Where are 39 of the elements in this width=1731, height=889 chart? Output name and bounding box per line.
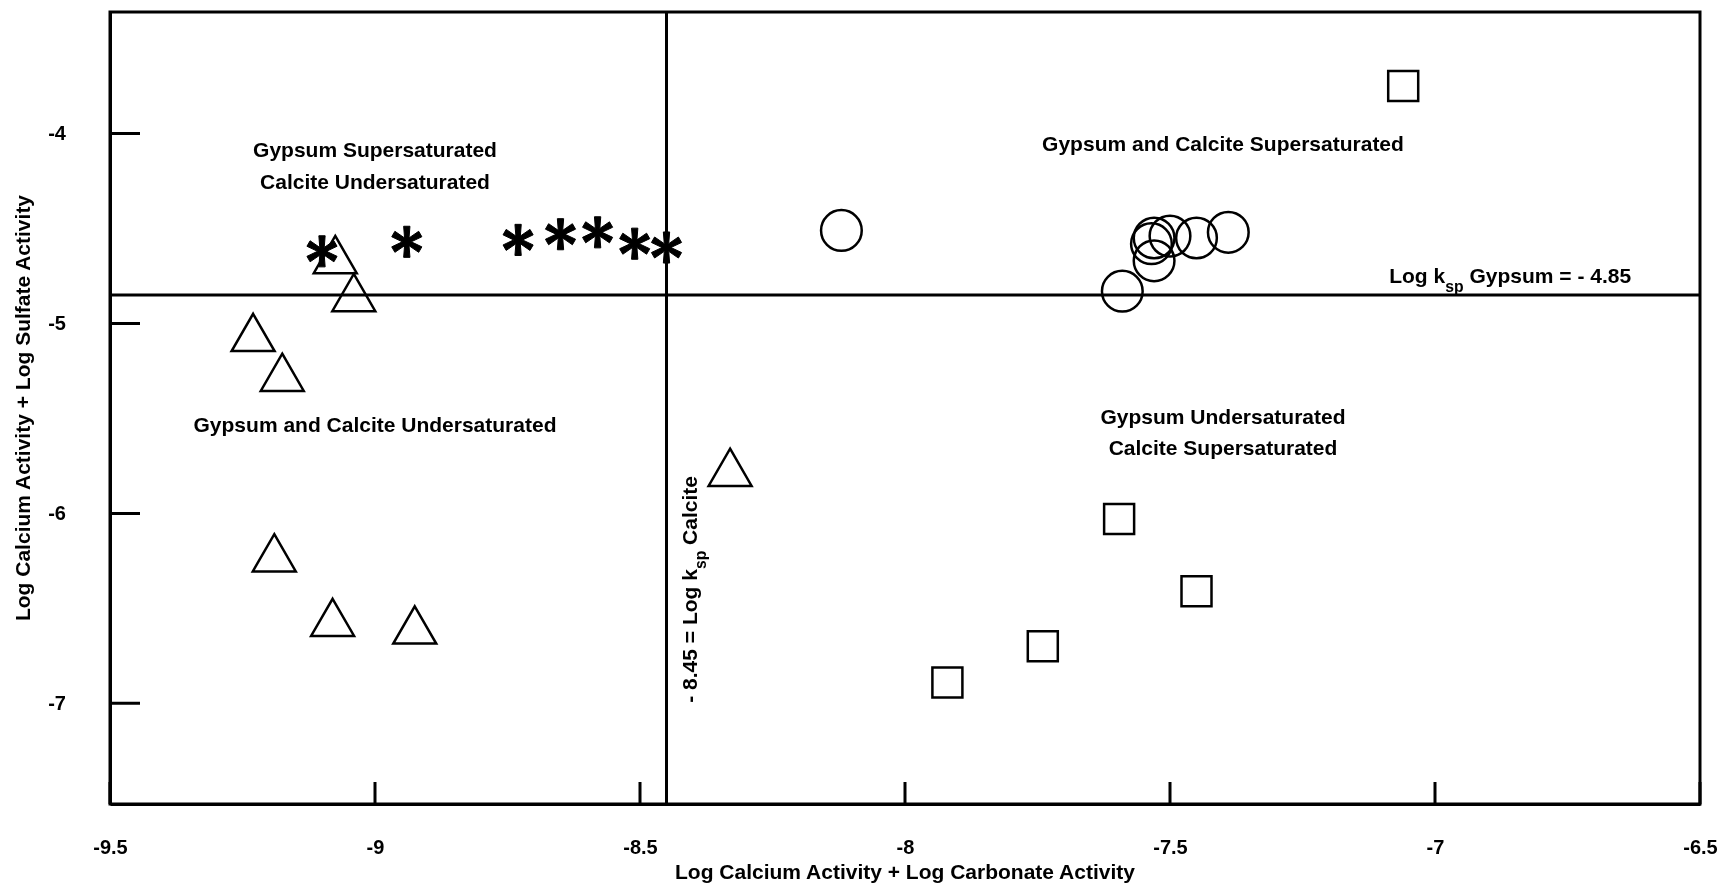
- y-axis-title: Log Calcium Activity + Log Sulfate Activity: [11, 194, 34, 622]
- point: [650, 231, 683, 264]
- point: [1386, 69, 1420, 103]
- x-tick-label: -7: [1426, 836, 1445, 859]
- point: [582, 216, 614, 249]
- x-tick-label: -8.5: [623, 836, 658, 859]
- x-tick-label: -9: [366, 836, 385, 859]
- annotation: Calcite Supersaturated: [1108, 435, 1338, 459]
- point: [1102, 502, 1136, 536]
- point: [619, 227, 651, 260]
- x-tick-label: -6.5: [1683, 836, 1718, 859]
- point: [1132, 239, 1176, 283]
- annotation: Gypsum and Calcite Supersaturated: [1042, 131, 1404, 155]
- annotation: Calcite Undersaturated: [260, 169, 490, 193]
- x-tick-label: -7.5: [1153, 836, 1188, 859]
- annotation: Gypsum and Calcite Undersaturated: [193, 412, 557, 436]
- point: [502, 223, 534, 256]
- x-axis-title: Log Calcium Activity + Log Carbonate Activity: [675, 860, 1136, 883]
- point: [1148, 214, 1192, 258]
- y-tick-label: -5: [48, 312, 66, 335]
- annotation: Gypsum Undersaturated: [1100, 404, 1346, 428]
- y-tick-label: -4: [48, 122, 67, 145]
- point: [1026, 630, 1060, 663]
- y-tick-label: -7: [48, 692, 66, 715]
- point: [1100, 269, 1144, 313]
- point: [931, 666, 964, 699]
- x-tick-label: -9.5: [93, 836, 128, 859]
- point: [1129, 222, 1174, 266]
- annotation: Gypsum Supersaturated: [253, 137, 497, 161]
- point: [1132, 216, 1176, 260]
- point: [819, 208, 863, 252]
- point: [1180, 575, 1213, 608]
- ref-line-label: Log k$_{sp}$ Gypsum = - 4.85: [1389, 263, 1632, 295]
- point: [1206, 210, 1250, 254]
- point: [391, 225, 423, 258]
- x-tick-label: -8: [896, 836, 915, 859]
- point: [544, 218, 577, 251]
- y-tick-label: -6: [48, 502, 66, 525]
- point: [1174, 216, 1219, 260]
